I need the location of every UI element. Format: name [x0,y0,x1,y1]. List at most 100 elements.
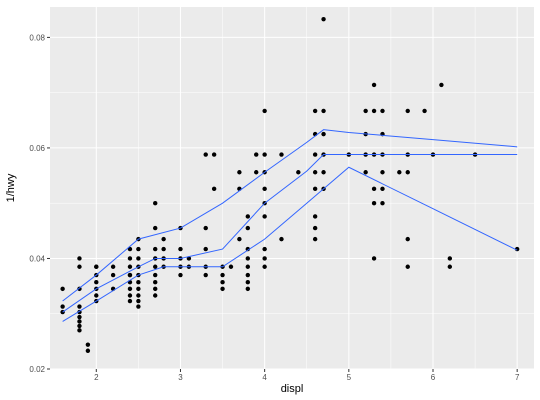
x-tick-label: 4 [262,373,267,382]
data-point [94,280,99,285]
data-point [153,200,158,206]
data-point [136,298,141,304]
data-point [312,108,318,114]
x-tick-label: 2 [94,373,99,382]
data-point [77,328,82,333]
data-point [153,293,158,298]
plot-panel [50,7,534,369]
data-point [245,256,251,261]
data-point [153,225,158,231]
data-point [312,236,318,242]
data-point [153,280,158,285]
data-point [110,264,116,269]
data-point [312,170,318,175]
data-point [405,170,410,175]
x-tick-label: 7 [515,373,520,382]
data-point [153,264,158,269]
data-point [203,272,208,278]
y-tick-label: 0.02 [29,365,45,374]
data-point [136,256,141,261]
y-axis-title: 1/hwy [5,173,17,202]
data-point [312,186,318,192]
data-point [136,246,141,252]
data-point [262,108,267,114]
data-point [127,272,133,278]
data-point [60,286,65,292]
data-point [153,246,158,252]
data-point [279,152,284,157]
data-point [77,304,82,309]
minor-gridlines [50,7,534,369]
data-point [161,236,166,242]
x-tick-label: 5 [347,373,352,382]
data-point [321,108,326,114]
data-point [371,82,377,88]
data-point [245,272,251,278]
data-point [127,256,133,261]
data-point [161,246,166,252]
data-point [77,264,82,269]
data-point [380,170,385,175]
series-line [62,154,518,313]
x-axis-title: displ [281,383,304,395]
data-point [211,186,217,192]
data-point [262,256,267,261]
data-point [371,186,377,192]
data-point [405,236,410,242]
data-point [363,170,368,175]
x-tick-label: 6 [431,373,436,382]
data-point [178,246,183,252]
data-point [136,304,141,309]
data-point [94,293,99,298]
data-point [85,348,91,353]
data-point [237,170,242,175]
data-point [178,272,183,278]
data-point [94,264,99,269]
data-point [405,264,410,269]
data-point [127,293,133,298]
data-point [136,286,141,292]
data-point [380,108,385,114]
data-point [380,200,385,206]
data-point [203,225,208,231]
data-point [371,256,377,261]
data-point [220,280,225,285]
data-point [296,170,301,175]
data-point [153,286,158,292]
data-point [380,186,385,192]
data-point [85,342,91,347]
data-point [312,214,318,219]
data-point [237,236,242,242]
data-point [245,214,251,219]
data-point [127,264,133,269]
data-point [203,246,208,252]
data-point [312,152,318,157]
data-point [228,264,234,269]
data-point [211,152,217,157]
data-point [245,286,251,292]
x-axis-ticks: 2 3 4 5 6 7 [94,369,520,382]
data-point [245,225,251,231]
data-point [321,131,326,137]
data-point [447,256,453,261]
data-point [447,264,453,269]
data-point [136,293,141,298]
data-point [136,280,141,285]
data-point [371,200,377,206]
y-tick-label: 0.04 [29,254,45,263]
y-axis-ticks: 0.02 0.04 0.06 0.08 [29,33,50,374]
data-point [262,246,267,252]
series-line [62,166,518,322]
data-point [186,256,192,261]
data-point [321,16,326,22]
data-point [245,246,251,252]
data-point [77,256,82,261]
data-point [220,286,225,292]
data-point [321,170,326,175]
data-point [77,319,82,324]
series-line [62,129,518,302]
data-point [254,152,259,157]
data-point [397,170,402,175]
data-point [245,264,251,269]
